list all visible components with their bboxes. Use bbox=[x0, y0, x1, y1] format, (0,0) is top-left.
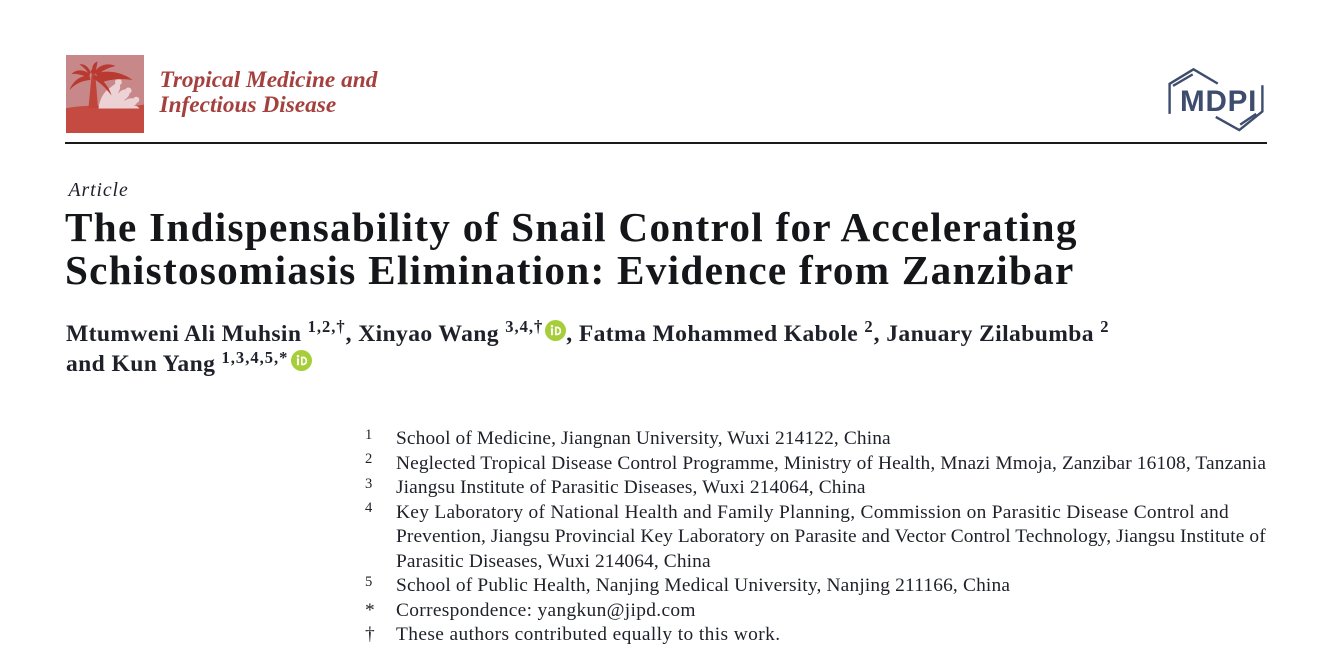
svg-text:MDPI: MDPI bbox=[1180, 85, 1257, 118]
